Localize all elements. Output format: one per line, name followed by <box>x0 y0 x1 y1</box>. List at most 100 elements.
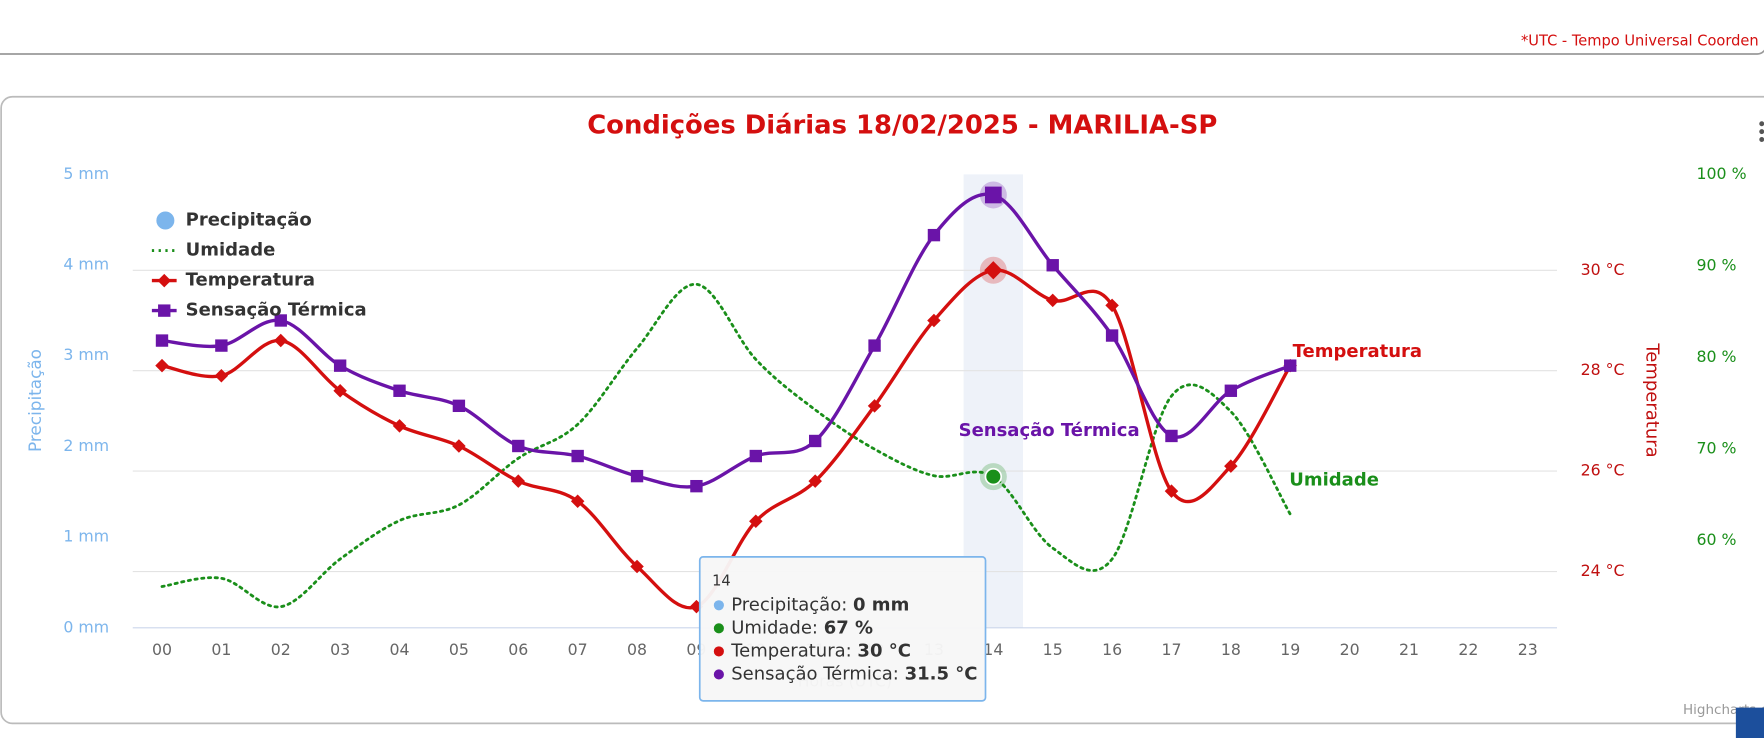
x-tick-label: 21 <box>1399 640 1419 659</box>
x-tick-label: 17 <box>1161 640 1181 659</box>
x-tick-label: 04 <box>389 640 409 659</box>
legend-label[interactable]: Precipitação <box>186 210 312 231</box>
y2-tick-label: 26 °C <box>1581 461 1625 480</box>
feels-marker <box>1224 384 1238 397</box>
hover-dot <box>984 467 1003 486</box>
y2-tick-label: 24 °C <box>1581 561 1625 580</box>
tooltip-value: 67 % <box>824 617 873 638</box>
tooltip-dot <box>713 623 724 634</box>
tooltip-dot <box>713 600 724 611</box>
feels-marker <box>630 469 644 483</box>
x-tick-label: 02 <box>271 640 291 659</box>
top-card <box>0 0 1764 55</box>
feels-marker <box>868 339 881 352</box>
x-tick-label: 07 <box>568 640 588 659</box>
feels-marker <box>333 359 347 372</box>
series-line <box>160 282 1292 609</box>
feels-marker <box>749 449 762 463</box>
x-tick-label: 14 <box>983 640 1003 659</box>
series-label: Temperatura <box>1293 341 1422 362</box>
x-tick-label: 20 <box>1340 640 1360 659</box>
temp-marker <box>984 261 1003 280</box>
x-tick-label: 23 <box>1518 640 1538 659</box>
temp-marker <box>570 494 585 508</box>
x-tick-label: 06 <box>508 640 528 659</box>
legend-label[interactable]: Umidade <box>186 240 276 261</box>
temp-marker <box>808 474 822 488</box>
feels-marker <box>274 314 287 327</box>
x-tick-label: 05 <box>449 640 469 659</box>
feels-marker <box>927 228 941 242</box>
y-tick-label: 1 mm <box>63 527 109 546</box>
x-tick-label: 08 <box>627 640 647 659</box>
legend-label[interactable]: Temperatura <box>186 270 315 291</box>
temp-marker <box>1224 459 1238 473</box>
y-tick-label: 5 mm <box>63 164 109 183</box>
y3-tick-label: 60 % <box>1697 530 1737 549</box>
feels-marker <box>571 449 584 463</box>
hover-band <box>963 174 1024 628</box>
legend-symbol <box>156 211 175 230</box>
series-label: Sensação Térmica <box>959 420 1140 441</box>
feels-marker <box>452 399 466 413</box>
feels-marker <box>808 434 822 448</box>
feels-marker <box>1046 259 1059 272</box>
feels-marker <box>1165 429 1178 443</box>
temp-marker <box>867 399 882 413</box>
feels-marker <box>393 384 406 397</box>
x-tick-label: 15 <box>1043 640 1063 659</box>
tooltip-name: Umidade <box>731 617 812 638</box>
y3-tick-label: 100 % <box>1697 164 1747 183</box>
y-tick-label: 2 mm <box>63 436 109 455</box>
x-tick-label: 18 <box>1221 640 1241 659</box>
tooltip-line: Precipitação: 0 mm <box>731 594 909 615</box>
feels-marker <box>690 479 703 493</box>
temp-marker <box>927 313 941 328</box>
feels-marker <box>1284 359 1297 372</box>
temp-marker <box>1045 293 1060 308</box>
temp-marker <box>452 439 466 453</box>
utc-note: *UTC - Tempo Universal Coorden <box>1521 33 1759 50</box>
tooltip-line: Sensação Térmica: 31.5 °C <box>731 663 977 684</box>
y3-tick-label: 80 % <box>1697 347 1737 366</box>
tooltip-line: Umidade: 67 % <box>731 617 873 638</box>
x-tick-label: 19 <box>1280 640 1300 659</box>
y2-tick-label: 30 °C <box>1581 260 1625 279</box>
legend-symbol <box>158 304 171 317</box>
y2-tick-label: 28 °C <box>1581 360 1625 379</box>
tooltip-value: 30 °C <box>857 640 911 661</box>
temp-marker <box>630 559 644 574</box>
tooltip-value: 31.5 °C <box>905 663 978 684</box>
y-tick-label: 4 mm <box>63 255 109 274</box>
temp-marker <box>155 358 169 373</box>
temp-marker <box>511 474 526 488</box>
feels-marker <box>1105 329 1119 342</box>
legend-label[interactable]: Sensação Térmica <box>186 300 367 321</box>
tooltip-line: Temperatura: 30 °C <box>730 640 911 661</box>
feels-marker <box>984 186 1002 204</box>
temp-marker <box>1164 484 1179 498</box>
temp-marker <box>274 333 288 348</box>
y-tick-label: 3 mm <box>63 345 109 364</box>
chart-card <box>0 95 1764 725</box>
x-tick-label: 00 <box>152 640 172 659</box>
menu-icon <box>1759 121 1764 142</box>
y-axis-title: Precipitação <box>25 349 45 452</box>
chart-title: Condições Diárias 18/02/2025 - MARILIA-S… <box>587 111 1217 141</box>
x-tick-label: 03 <box>330 640 350 659</box>
y2-axis-title: Temperatura <box>1642 342 1663 457</box>
tooltip-value: 0 mm <box>853 594 909 615</box>
series-label: Umidade <box>1289 469 1379 490</box>
temp-marker <box>333 384 347 398</box>
feels-marker <box>155 334 169 347</box>
tooltip-name: Precipitação <box>731 594 841 615</box>
y-tick-label: 0 mm <box>63 617 109 636</box>
tooltip-title: 14 <box>712 573 731 590</box>
temp-marker <box>1105 298 1119 313</box>
tooltip-box <box>698 556 987 702</box>
x-tick-label: 22 <box>1458 640 1478 659</box>
tooltip-dot <box>713 669 724 680</box>
corner-button[interactable] <box>1735 707 1764 738</box>
